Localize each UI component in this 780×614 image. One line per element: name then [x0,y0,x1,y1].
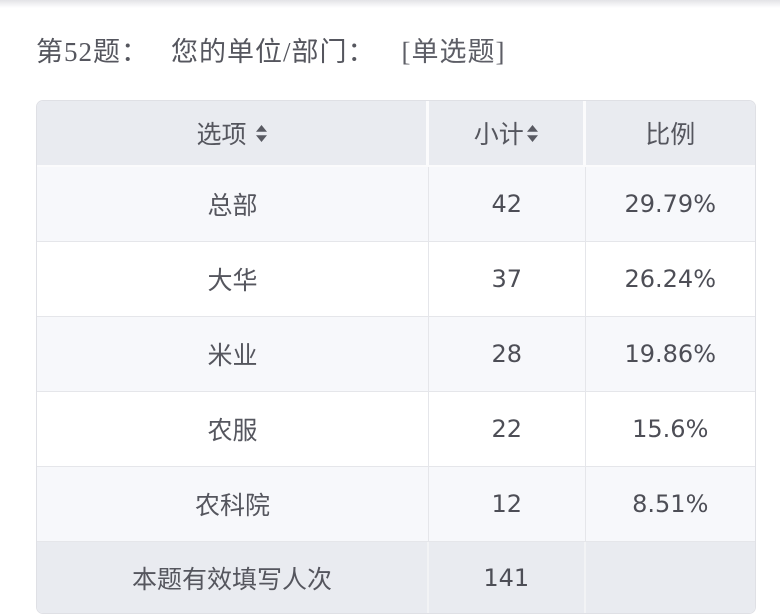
option-cell: 米业 [37,317,430,392]
question-title: 您的单位/部门： [171,37,376,67]
count-cell: 22 [429,392,586,467]
column-header-ratio-label: 比例 [645,122,696,149]
question-header: 第52题： 您的单位/部门： [单选题] [36,30,780,69]
column-header-option-label: 选项 [196,122,247,149]
table-body: 总部 42 29.79% 大华 37 26.24% 米业 28 19.86% 农… [37,167,755,542]
column-header-count[interactable]: 小计 [429,101,586,165]
sort-icon [526,124,538,142]
footer-label-cell: 本题有效填写人次 [37,542,430,613]
column-header-option[interactable]: 选项 [37,101,430,165]
option-cell: 农科院 [37,467,430,542]
table-row: 米业 28 19.86% [37,317,755,392]
count-cell: 37 [429,242,586,317]
top-divider [0,0,780,8]
table-row: 农科院 12 8.51% [37,467,755,542]
option-cell: 总部 [37,167,430,242]
table-header-row: 选项 小计 比例 [37,101,755,167]
count-cell: 12 [429,467,586,542]
question-number: 第52题： [36,37,149,67]
table-row: 大华 37 26.24% [37,242,755,317]
footer-count-cell: 141 [429,542,586,613]
table-footer-row: 本题有效填写人次 141 [37,542,755,613]
footer-ratio-cell [585,542,755,613]
column-header-count-label: 小计 [473,122,524,149]
ratio-cell: 15.6% [585,392,755,467]
option-cell: 农服 [37,392,430,467]
sort-icon [255,124,267,142]
ratio-cell: 26.24% [585,242,755,317]
ratio-cell: 29.79% [585,167,755,242]
table-row: 总部 42 29.79% [37,167,755,242]
ratio-cell: 8.51% [585,467,755,542]
option-cell: 大华 [37,242,430,317]
question-type-badge: [单选题] [401,37,506,67]
stats-table: 选项 小计 比例 总部 42 29.79% [36,100,756,614]
count-cell: 42 [429,167,586,242]
table-row: 农服 22 15.6% [37,392,755,467]
count-cell: 28 [429,317,586,392]
ratio-cell: 19.86% [585,317,755,392]
column-header-ratio: 比例 [585,101,755,165]
